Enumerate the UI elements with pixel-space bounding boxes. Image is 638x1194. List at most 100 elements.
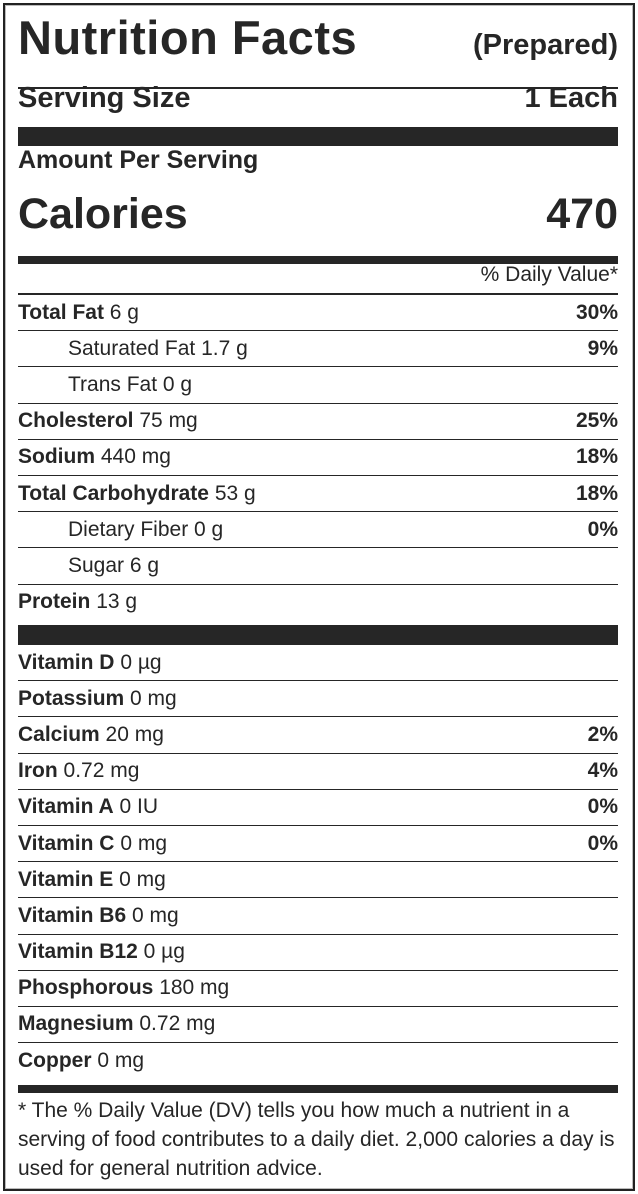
nutrient-row: Vitamin C 0 mg 0%: [18, 826, 618, 863]
nutrient-amount: 0 mg: [130, 686, 177, 710]
nutrient-name: Iron: [18, 759, 58, 783]
divider: [18, 87, 618, 89]
nutrient-row: Magnesium 0.72 mg: [18, 1007, 618, 1044]
nutrient-label: Saturated Fat 1.7 g: [18, 337, 248, 361]
nutrient-label: Dietary Fiber 0 g: [18, 518, 223, 542]
nutrient-amount: 0 mg: [119, 867, 166, 891]
nutrient-row: Dietary Fiber 0 g 0%: [18, 512, 618, 549]
daily-value-percent: 2%: [587, 722, 618, 746]
nutrition-label-frame: [3, 3, 635, 1191]
nutrient-amount: 180 mg: [159, 976, 230, 1000]
nutrient-label: Vitamin D 0 µg: [18, 651, 162, 675]
nutrient-name: Phosphorous: [18, 976, 154, 1000]
nutrient-row: Vitamin E 0 mg: [18, 862, 618, 899]
nutrient-label: Phosphorous 180 mg: [18, 976, 229, 1000]
nutrient-row: Sodium 440 mg 18%: [18, 440, 618, 476]
nutrient-label: Sodium 440 mg: [18, 445, 171, 469]
daily-value-percent: 25%: [575, 409, 618, 433]
nutrient-amount: 0 g: [162, 372, 193, 396]
nutrient-name: Dietary Fiber: [68, 517, 189, 541]
medium-divider: [18, 1085, 618, 1093]
nutrient-name: Saturated Fat: [68, 336, 196, 360]
nutrient-row: Vitamin A 0 IU 0%: [18, 790, 618, 826]
nutrient-name: Trans Fat: [68, 372, 158, 396]
nutrient-amount: 6 g: [109, 300, 139, 324]
daily-value-percent: 18%: [575, 481, 618, 505]
nutrient-amount: 75 mg: [139, 409, 198, 433]
nutrient-row: Total Fat 6 g 30%: [18, 295, 618, 332]
daily-value-percent: 0%: [587, 831, 618, 855]
calories-value: 470: [546, 190, 618, 238]
daily-value-percent: 18%: [575, 445, 618, 469]
nutrient-label: Sugar 6 g: [18, 554, 159, 578]
footnote: * The % Daily Value (DV) tells you how m…: [18, 1099, 615, 1180]
nutrient-row: Vitamin B12 0 µg: [18, 935, 618, 971]
title-qualifier: (Prepared): [472, 29, 618, 61]
micronutrient-list: Vitamin D 0 µg Potassium 0 mg Calcium 20 m…: [18, 645, 618, 1078]
nutrient-row: Potassium 0 mg: [18, 681, 618, 718]
nutrient-row: Calcium 20 mg 2%: [18, 717, 618, 754]
nutrient-amount: 0 mg: [97, 1048, 145, 1072]
nutrient-amount: 0 µg: [120, 650, 162, 674]
thick-divider: [18, 625, 618, 645]
nutrient-label: Trans Fat 0 g: [18, 373, 192, 397]
amount-per-serving: Amount Per Serving: [18, 146, 259, 174]
nutrient-name: Magnesium: [18, 1012, 134, 1036]
nutrient-name: Vitamin C: [18, 831, 115, 855]
nutrient-amount: 0 IU: [119, 795, 159, 819]
nutrient-label: Vitamin B12 0 µg: [18, 940, 185, 964]
nutrient-name: Vitamin A: [18, 795, 114, 819]
nutrient-row: Vitamin B6 0 mg: [18, 898, 618, 935]
calories-label: Calories: [18, 190, 188, 238]
serving-size-value: 1 Each: [524, 82, 619, 114]
nutrient-name: Vitamin E: [18, 867, 114, 891]
nutrient-amount: 1.7 g: [201, 336, 248, 360]
label-title: Nutrition Facts: [18, 11, 358, 64]
nutrient-amount: 0 mg: [120, 831, 167, 855]
nutrient-row: Iron 0.72 mg 4%: [18, 754, 618, 790]
nutrient-label: Calcium 20 mg: [18, 723, 164, 747]
nutrient-label: Iron 0.72 mg: [18, 759, 139, 783]
nutrient-amount: 53 g: [214, 481, 256, 505]
nutrient-amount: 0 g: [194, 517, 224, 541]
nutrient-amount: 20 mg: [105, 722, 164, 746]
nutrient-amount: 0.72 mg: [139, 1012, 216, 1036]
nutrient-row: Phosphorous 180 mg: [18, 971, 618, 1007]
nutrient-row: Cholesterol 75 mg 25%: [18, 404, 618, 440]
nutrient-row: Copper 0 mg: [18, 1043, 618, 1078]
nutrient-amount: 13 g: [96, 590, 138, 614]
nutrient-amount: 0 mg: [132, 903, 179, 927]
daily-value-percent: 0%: [587, 517, 618, 541]
nutrient-label: Vitamin C 0 mg: [18, 832, 167, 856]
nutrient-label: Vitamin A 0 IU: [18, 795, 158, 819]
nutrient-name: Potassium: [18, 686, 125, 710]
nutrient-name: Calcium: [18, 722, 100, 746]
nutrient-name: Copper: [18, 1048, 92, 1072]
daily-value-percent: 4%: [587, 759, 618, 783]
serving-size-row: Serving Size 1 Each: [18, 82, 618, 115]
title-row: Nutrition Facts (Prepared): [18, 10, 618, 66]
serving-size-label: Serving Size: [18, 82, 191, 114]
nutrient-amount: 440 mg: [100, 445, 171, 469]
nutrient-row: Vitamin D 0 µg: [18, 645, 618, 682]
divider: [18, 293, 618, 295]
nutrient-label: Potassium 0 mg: [18, 687, 177, 711]
nutrient-label: Magnesium 0.72 mg: [18, 1012, 215, 1036]
nutrient-label: Total Fat 6 g: [18, 301, 139, 325]
daily-value-percent: 9%: [587, 336, 618, 360]
nutrient-row: Total Carbohydrate 53 g 18%: [18, 476, 618, 513]
nutrient-name: Sodium: [18, 445, 95, 469]
nutrient-row: Sugar 6 g: [18, 548, 618, 585]
nutrient-label: Copper 0 mg: [18, 1049, 144, 1073]
nutrient-label: Vitamin B6 0 mg: [18, 904, 179, 928]
nutrient-amount: 0.72 mg: [63, 759, 140, 783]
nutrient-name: Total Carbohydrate: [18, 481, 209, 505]
nutrient-list: Total Fat 6 g 30% Saturated Fat 1.7 g 9% Tra…: [18, 295, 618, 620]
nutrient-name: Cholesterol: [18, 409, 134, 433]
nutrient-label: Protein 13 g: [18, 590, 137, 614]
nutrient-name: Total Fat: [18, 300, 104, 324]
nutrient-name: Vitamin B6: [18, 903, 127, 927]
nutrient-label: Vitamin E 0 mg: [18, 868, 166, 892]
nutrient-amount: 0 µg: [143, 940, 185, 964]
nutrient-name: Vitamin B12: [18, 940, 138, 964]
